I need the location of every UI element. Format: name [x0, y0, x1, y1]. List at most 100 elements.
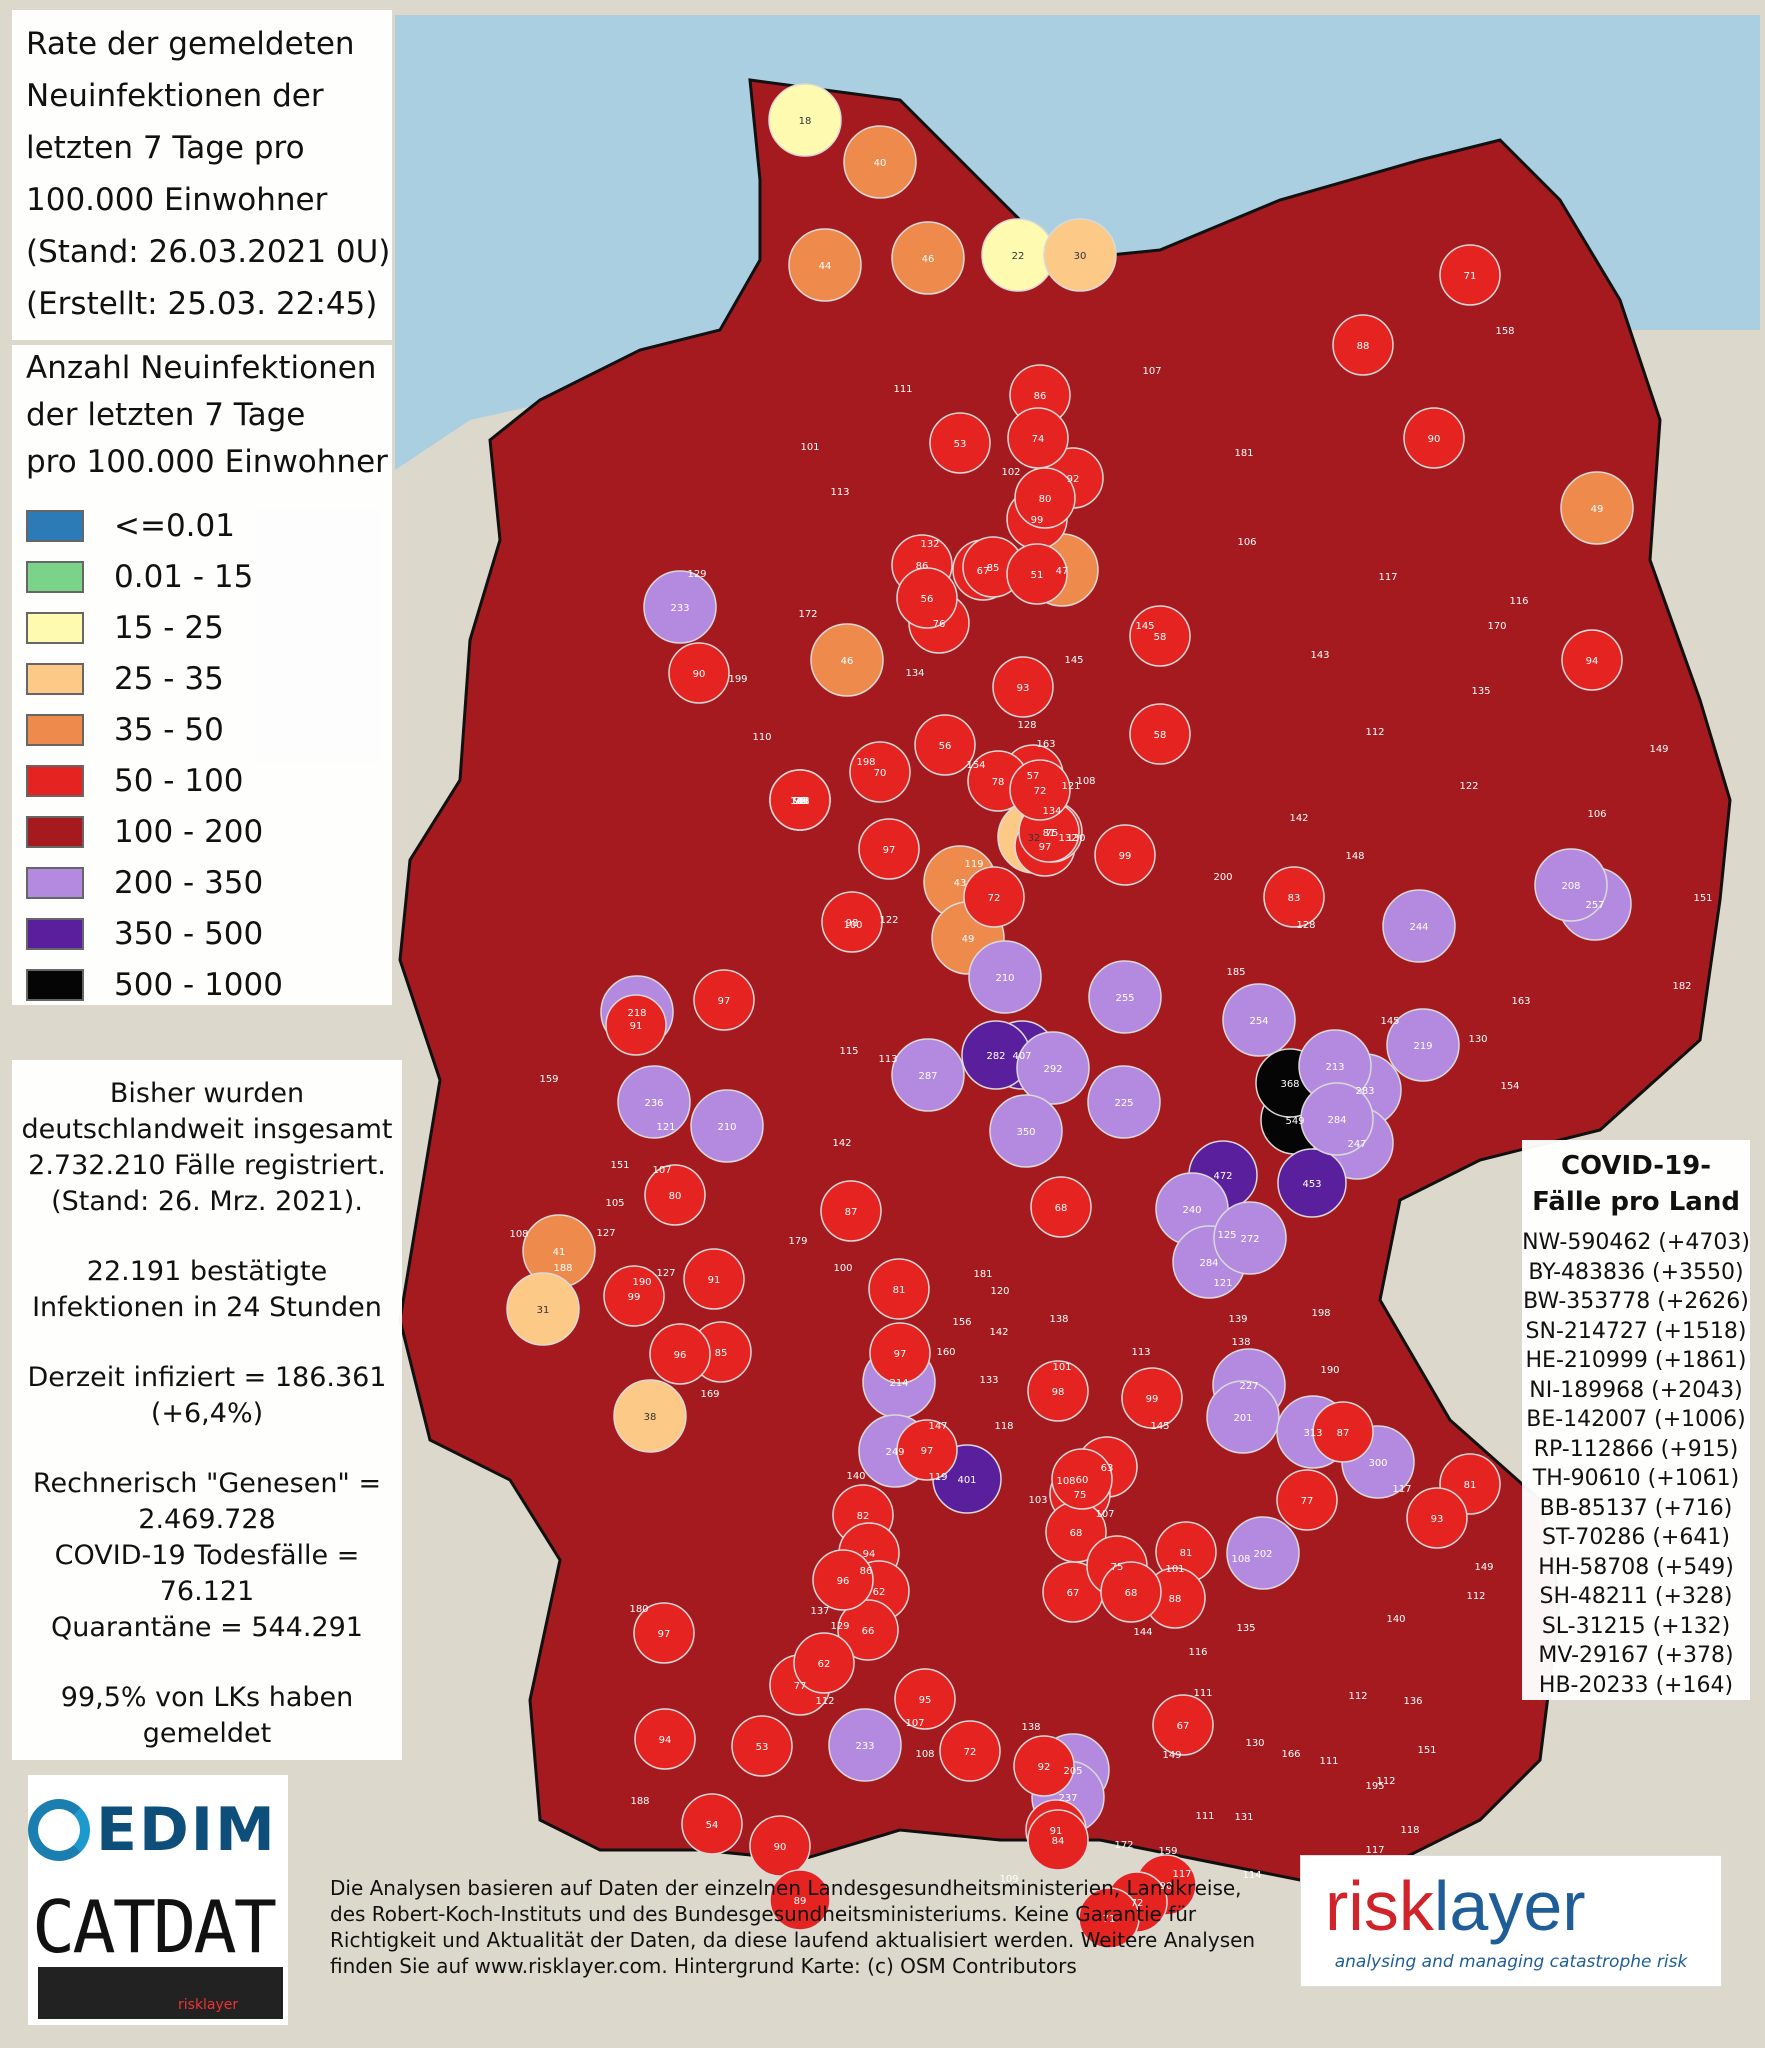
district-value-label: 107 — [905, 1718, 924, 1729]
district-patch — [1222, 983, 1296, 1057]
district-value-label: 163 — [1036, 739, 1055, 750]
district-value-label: 190 — [632, 1277, 651, 1288]
district-patch — [1129, 605, 1191, 667]
district-value-label: 40 — [874, 158, 887, 169]
district-patch — [849, 741, 911, 803]
district-value-label: 94 — [794, 796, 807, 807]
district-value-label: 247 — [1347, 1139, 1366, 1150]
district-value-label: 181 — [1234, 448, 1253, 459]
district-value-label: 75 — [1046, 828, 1059, 839]
district-patch — [617, 1065, 691, 1139]
district-value-label: 70 — [874, 768, 887, 779]
district-value-label: 292 — [1043, 1064, 1062, 1075]
district-value-label: 105 — [605, 1198, 624, 1209]
district-value-label: 95 — [794, 796, 807, 807]
district-value-label: 81 — [1043, 828, 1056, 839]
legend-item: <=0.01 — [26, 500, 235, 551]
district-value-label: 18 — [799, 116, 812, 127]
stats-line: 2.732.210 Fälle registriert. — [28, 1150, 386, 1181]
district-value-label: 218 — [627, 1008, 646, 1019]
district-value-label: 130 — [1066, 833, 1085, 844]
district-patch — [1016, 1031, 1090, 1105]
district-value-label: 80 — [669, 1191, 682, 1202]
legend-title: der letzten 7 Tage — [26, 397, 306, 433]
legend-item: 50 - 100 — [26, 755, 244, 806]
district-value-label: 77 — [794, 1681, 807, 1692]
district-value-label: 254 — [1249, 1016, 1268, 1027]
cases-title-line: Fälle pro Land — [1532, 1187, 1740, 1217]
district-value-label: 53 — [954, 439, 967, 450]
district-value-label: 94 — [659, 1735, 672, 1746]
district-value-label: 100 — [968, 1912, 987, 1923]
district-value-label: 113 — [1131, 1347, 1150, 1358]
district-value-label: 91 — [630, 1021, 643, 1032]
district-patch — [843, 125, 917, 199]
district-patch — [968, 940, 1042, 1014]
district-value-label: 88 — [1169, 1594, 1182, 1605]
district-patch — [1226, 1516, 1300, 1590]
district-value-label: 113 — [830, 487, 849, 498]
district-value-label: 149 — [1162, 1750, 1181, 1761]
district-value-label: 57 — [1027, 771, 1040, 782]
district-patch — [613, 1379, 687, 1453]
district-value-label: 102 — [1001, 467, 1020, 478]
district-value-label: 112 — [1348, 1691, 1367, 1702]
district-value-label: 233 — [855, 1741, 874, 1752]
district-value-label: 549 — [1285, 1116, 1304, 1127]
district-value-label: 132 — [920, 539, 939, 550]
state-case-row: BB-85137 (+716) — [1539, 1495, 1733, 1521]
state-case-row: SN-214727 (+1518) — [1525, 1318, 1747, 1344]
state-case-row: BE-142007 (+1006) — [1526, 1407, 1746, 1432]
district-value-label: 99 — [628, 1292, 641, 1303]
district-value-label: 142 — [1289, 813, 1308, 824]
legend-label: 100 - 200 — [114, 813, 264, 850]
district-patch — [1263, 866, 1325, 928]
district-value-label: 111 — [893, 384, 912, 395]
district-value-label: 90 — [1160, 1881, 1173, 1892]
catdat-world-banner — [38, 1967, 283, 2019]
risklayer-layer: layer — [1433, 1867, 1586, 1945]
district-value-label: 62 — [873, 1587, 886, 1598]
district-patch — [1051, 1448, 1113, 1510]
district-value-label: 97 — [718, 996, 731, 1007]
district-patch — [1009, 759, 1071, 821]
district-value-label: 101 — [800, 442, 819, 453]
footer-line: Richtigkeit und Aktualität der Daten, da… — [330, 1928, 1256, 1952]
district-value-label: 148 — [1345, 851, 1364, 862]
district-value-label: 255 — [1115, 993, 1134, 1004]
district-patch — [1312, 1401, 1374, 1463]
stats-line: Rechnerisch "Genesen" = — [32, 1468, 382, 1499]
district-value-label: 282 — [986, 1051, 1005, 1062]
catdat-subtitle: risklayer — [178, 1997, 239, 2013]
district-value-label: 96 — [837, 1576, 850, 1587]
district-value-label: 227 — [1239, 1381, 1258, 1392]
district-value-label: 139 — [1228, 1314, 1247, 1325]
risklayer-wordmark: risklayer — [1325, 1866, 1586, 1946]
district-value-label: 49 — [1591, 504, 1604, 515]
state-case-row: RP-112866 (+915) — [1533, 1436, 1739, 1462]
stats-line: Bisher wurden — [109, 1078, 305, 1109]
title-line: letzten 7 Tage pro — [26, 130, 305, 166]
district-value-label: 41 — [553, 1247, 566, 1258]
state-case-row: ST-70286 (+641) — [1542, 1525, 1730, 1550]
district-value-label: 159 — [539, 1074, 558, 1085]
district-value-label: 284 — [1199, 1258, 1218, 1269]
district-value-label: 188 — [553, 1263, 572, 1274]
legend-item: 200 - 350 — [26, 857, 263, 908]
district-value-label: 86 — [1034, 391, 1047, 402]
district-value-label: 112 — [815, 1696, 834, 1707]
district-value-label: 283 — [1355, 1086, 1374, 1097]
district-value-label: 81 — [1180, 1548, 1193, 1559]
legend-swatch — [26, 713, 84, 746]
district-value-label: 91 — [708, 1275, 721, 1286]
district-patch — [668, 642, 730, 704]
district-patch — [634, 1708, 696, 1770]
district-patch — [769, 1869, 831, 1931]
district-value-label: 368 — [1280, 1079, 1299, 1090]
district-patch — [1100, 1561, 1162, 1623]
district-value-label: 154 — [966, 760, 985, 771]
district-patch — [603, 1265, 665, 1327]
district-value-label: 88 — [1357, 341, 1370, 352]
district-value-label: 54 — [706, 1820, 719, 1831]
district-value-label: 131 — [790, 796, 809, 807]
